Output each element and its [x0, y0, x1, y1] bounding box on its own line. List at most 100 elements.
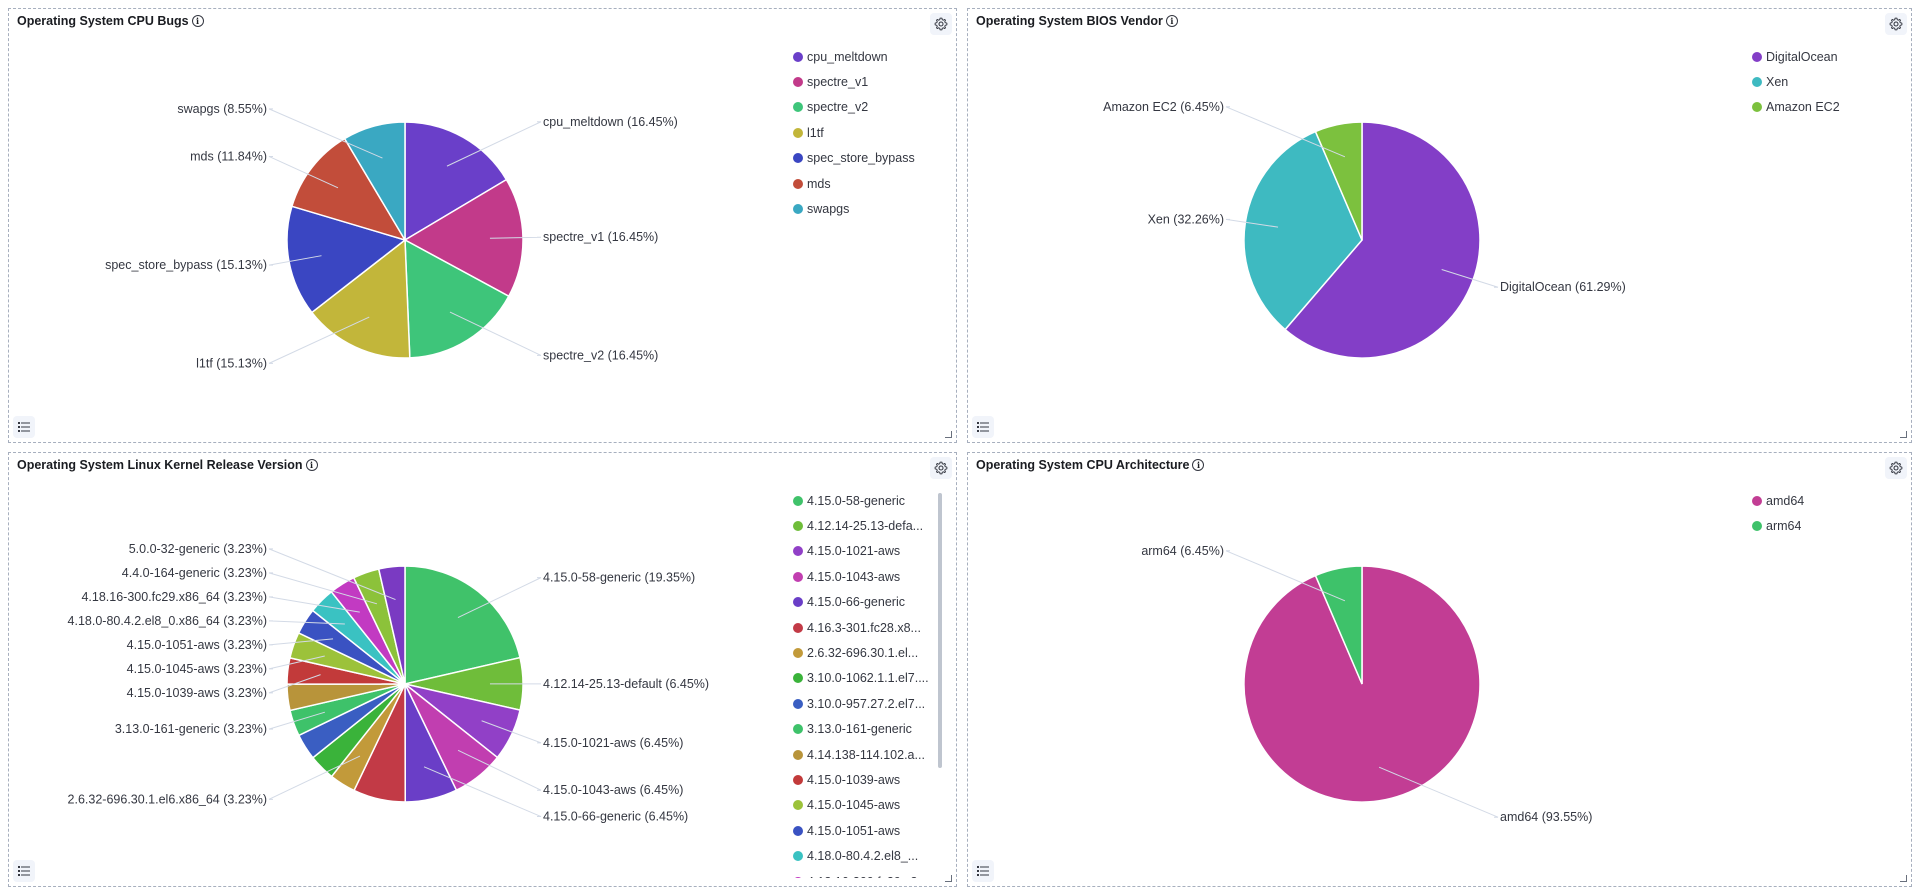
- resize-handle[interactable]: [945, 431, 952, 438]
- slice-label-spec-store-bypass: spec_store_bypass (15.13%): [105, 258, 267, 272]
- info-icon[interactable]: i: [1192, 459, 1205, 471]
- legend-item[interactable]: 4.15.0-1021-aws: [793, 539, 938, 564]
- legend: 4.15.0-58-generic 4.12.14-25.13-defa... 4.…: [793, 488, 938, 878]
- slice-label-4-15-0-1045-aws: 4.15.0-1045-aws (3.23%): [127, 662, 267, 676]
- label-leader-line: [457, 749, 542, 791]
- legend-color-swatch: [793, 724, 803, 735]
- legend-item[interactable]: 4.15.0-66-generic: [793, 590, 938, 615]
- legend-label: spectre_v1: [807, 75, 869, 90]
- pie-slice-4-15-0-58-generic[interactable]: [404, 565, 521, 685]
- legend-color-swatch: [793, 77, 803, 88]
- pie-slice-cpu-meltdown[interactable]: [404, 121, 508, 242]
- pie-chart: 4.15.0-58-generic (19.35%) 4.12.14-25.13-…: [68, 542, 710, 824]
- legend-item[interactable]: 3.10.0-1062.1.1.el7....: [793, 666, 938, 691]
- slice-label-4-18-16-300-fc29-x86-64: 4.18.16-300.fc29.x86_64 (3.23%): [81, 590, 267, 604]
- legend-color-swatch: [793, 698, 803, 709]
- legend-color-swatch: [793, 800, 803, 811]
- legend-color-swatch: [793, 774, 803, 785]
- label-leader-line: [449, 311, 542, 356]
- panel-options-button[interactable]: [1885, 13, 1907, 35]
- legend-item[interactable]: 3.10.0-957.27.2.el7...: [793, 691, 938, 716]
- legend-item[interactable]: arm64: [1752, 513, 1902, 538]
- resize-handle[interactable]: [1900, 875, 1907, 882]
- label-leader-line: [489, 236, 542, 239]
- pie-slice-swapgs[interactable]: [343, 121, 406, 243]
- legend-toggle-button[interactable]: [972, 416, 994, 438]
- slice-label-3-13-0-161-generic: 3.13.0-161-generic (3.23%): [115, 722, 267, 736]
- label-leader-line: [268, 155, 339, 189]
- legend-toggle-button[interactable]: [13, 860, 35, 882]
- info-icon[interactable]: i: [305, 459, 318, 471]
- label-leader-line: [268, 572, 378, 605]
- slice-label-4-15-0-58-generic: 4.15.0-58-generic (19.35%): [543, 571, 695, 585]
- pie-slice-spectre-v2[interactable]: [404, 238, 510, 359]
- legend-label: cpu_meltdown: [807, 49, 888, 64]
- panel-options-button[interactable]: [930, 457, 952, 479]
- legend-item[interactable]: 4.12.14-25.13-defa...: [793, 513, 938, 538]
- legend-color-swatch: [1752, 495, 1762, 506]
- legend-item[interactable]: 4.15.0-1043-aws: [793, 564, 938, 589]
- legend-label: spectre_v2: [807, 100, 869, 115]
- pie-slice-l1tf[interactable]: [310, 238, 411, 359]
- legend-item[interactable]: spectre_v2: [793, 95, 943, 120]
- legend-color-swatch: [793, 153, 803, 164]
- label-leader-line: [481, 720, 542, 744]
- legend-item[interactable]: Xen: [1752, 69, 1902, 94]
- pie-slice-amazon-ec2[interactable]: [1314, 121, 1363, 241]
- legend-label: 4.15.0-1043-aws: [807, 569, 901, 584]
- resize-handle[interactable]: [945, 875, 952, 882]
- legend-color-swatch: [793, 749, 803, 760]
- legend-color-swatch: [793, 204, 803, 215]
- label-leader-line: [268, 548, 396, 601]
- legend-label: 4.16.3-301.fc28.x8...: [807, 620, 921, 635]
- pie-slice-arm64[interactable]: [1314, 565, 1363, 685]
- legend-item[interactable]: 4.16.3-301.fc28.x8...: [793, 615, 938, 640]
- legend-label: 3.13.0-161-generic: [807, 722, 912, 737]
- legend-toggle-button[interactable]: [13, 416, 35, 438]
- legend-color-swatch: [793, 178, 803, 189]
- legend-toggle-button[interactable]: [972, 860, 994, 882]
- legend-item[interactable]: swapgs: [793, 196, 943, 221]
- label-leader-line: [268, 655, 325, 670]
- label-leader-line: [457, 577, 542, 619]
- list-icon: [18, 866, 30, 876]
- legend-item[interactable]: 4.18.16-300.fc29.x8...: [793, 869, 938, 878]
- label-leader-line: [1441, 269, 1499, 288]
- legend-item[interactable]: 4.15.0-58-generic: [793, 488, 938, 513]
- slice-label-4-12-14-25-13-default: 4.12.14-25.13-default (6.45%): [543, 677, 709, 691]
- legend-item[interactable]: cpu_meltdown: [793, 44, 943, 69]
- legend-label: 3.10.0-1062.1.1.el7....: [807, 671, 929, 686]
- legend-item[interactable]: 2.6.32-696.30.1.el...: [793, 640, 938, 665]
- resize-handle[interactable]: [1900, 431, 1907, 438]
- legend-item[interactable]: l1tf: [793, 120, 943, 145]
- legend-item[interactable]: 4.18.0-80.4.2.el8_...: [793, 843, 938, 868]
- legend-scrollbar[interactable]: [938, 493, 942, 768]
- pie-slice-digitalocean[interactable]: [1284, 121, 1481, 359]
- info-icon[interactable]: i: [1165, 15, 1178, 27]
- legend-color-swatch: [793, 648, 803, 659]
- slice-label-spectre-v1: spectre_v1 (16.45%): [543, 230, 658, 244]
- panel-title-text: Operating System CPU Architecture: [976, 458, 1190, 472]
- panel-options-button[interactable]: [930, 13, 952, 35]
- legend-item[interactable]: amd64: [1752, 488, 1902, 513]
- panel-options-button[interactable]: [1885, 457, 1907, 479]
- legend-item[interactable]: 4.15.0-1051-aws: [793, 818, 938, 843]
- info-icon[interactable]: i: [191, 15, 204, 27]
- legend-label: 4.12.14-25.13-defa...: [807, 519, 924, 534]
- legend-item[interactable]: spec_store_bypass: [793, 146, 943, 171]
- legend-color-swatch: [793, 597, 803, 608]
- legend-item[interactable]: 4.15.0-1039-aws: [793, 767, 938, 792]
- label-leader-line: [1225, 550, 1346, 602]
- legend-color-swatch: [793, 51, 803, 62]
- legend-item[interactable]: 3.13.0-161-generic: [793, 717, 938, 742]
- legend-item[interactable]: 4.14.138-114.102.a...: [793, 742, 938, 767]
- legend-item[interactable]: spectre_v1: [793, 69, 943, 94]
- label-leader-line: [268, 674, 321, 694]
- slice-label-4-15-0-1039-aws: 4.15.0-1039-aws (3.23%): [127, 686, 267, 700]
- legend-item[interactable]: Amazon EC2: [1752, 95, 1902, 120]
- legend-item[interactable]: DigitalOcean: [1752, 44, 1902, 69]
- slice-label-4-15-0-1051-aws: 4.15.0-1051-aws (3.23%): [127, 638, 267, 652]
- legend-item[interactable]: 4.15.0-1045-aws: [793, 793, 938, 818]
- legend-item[interactable]: mds: [793, 171, 943, 196]
- legend-label: l1tf: [807, 125, 824, 140]
